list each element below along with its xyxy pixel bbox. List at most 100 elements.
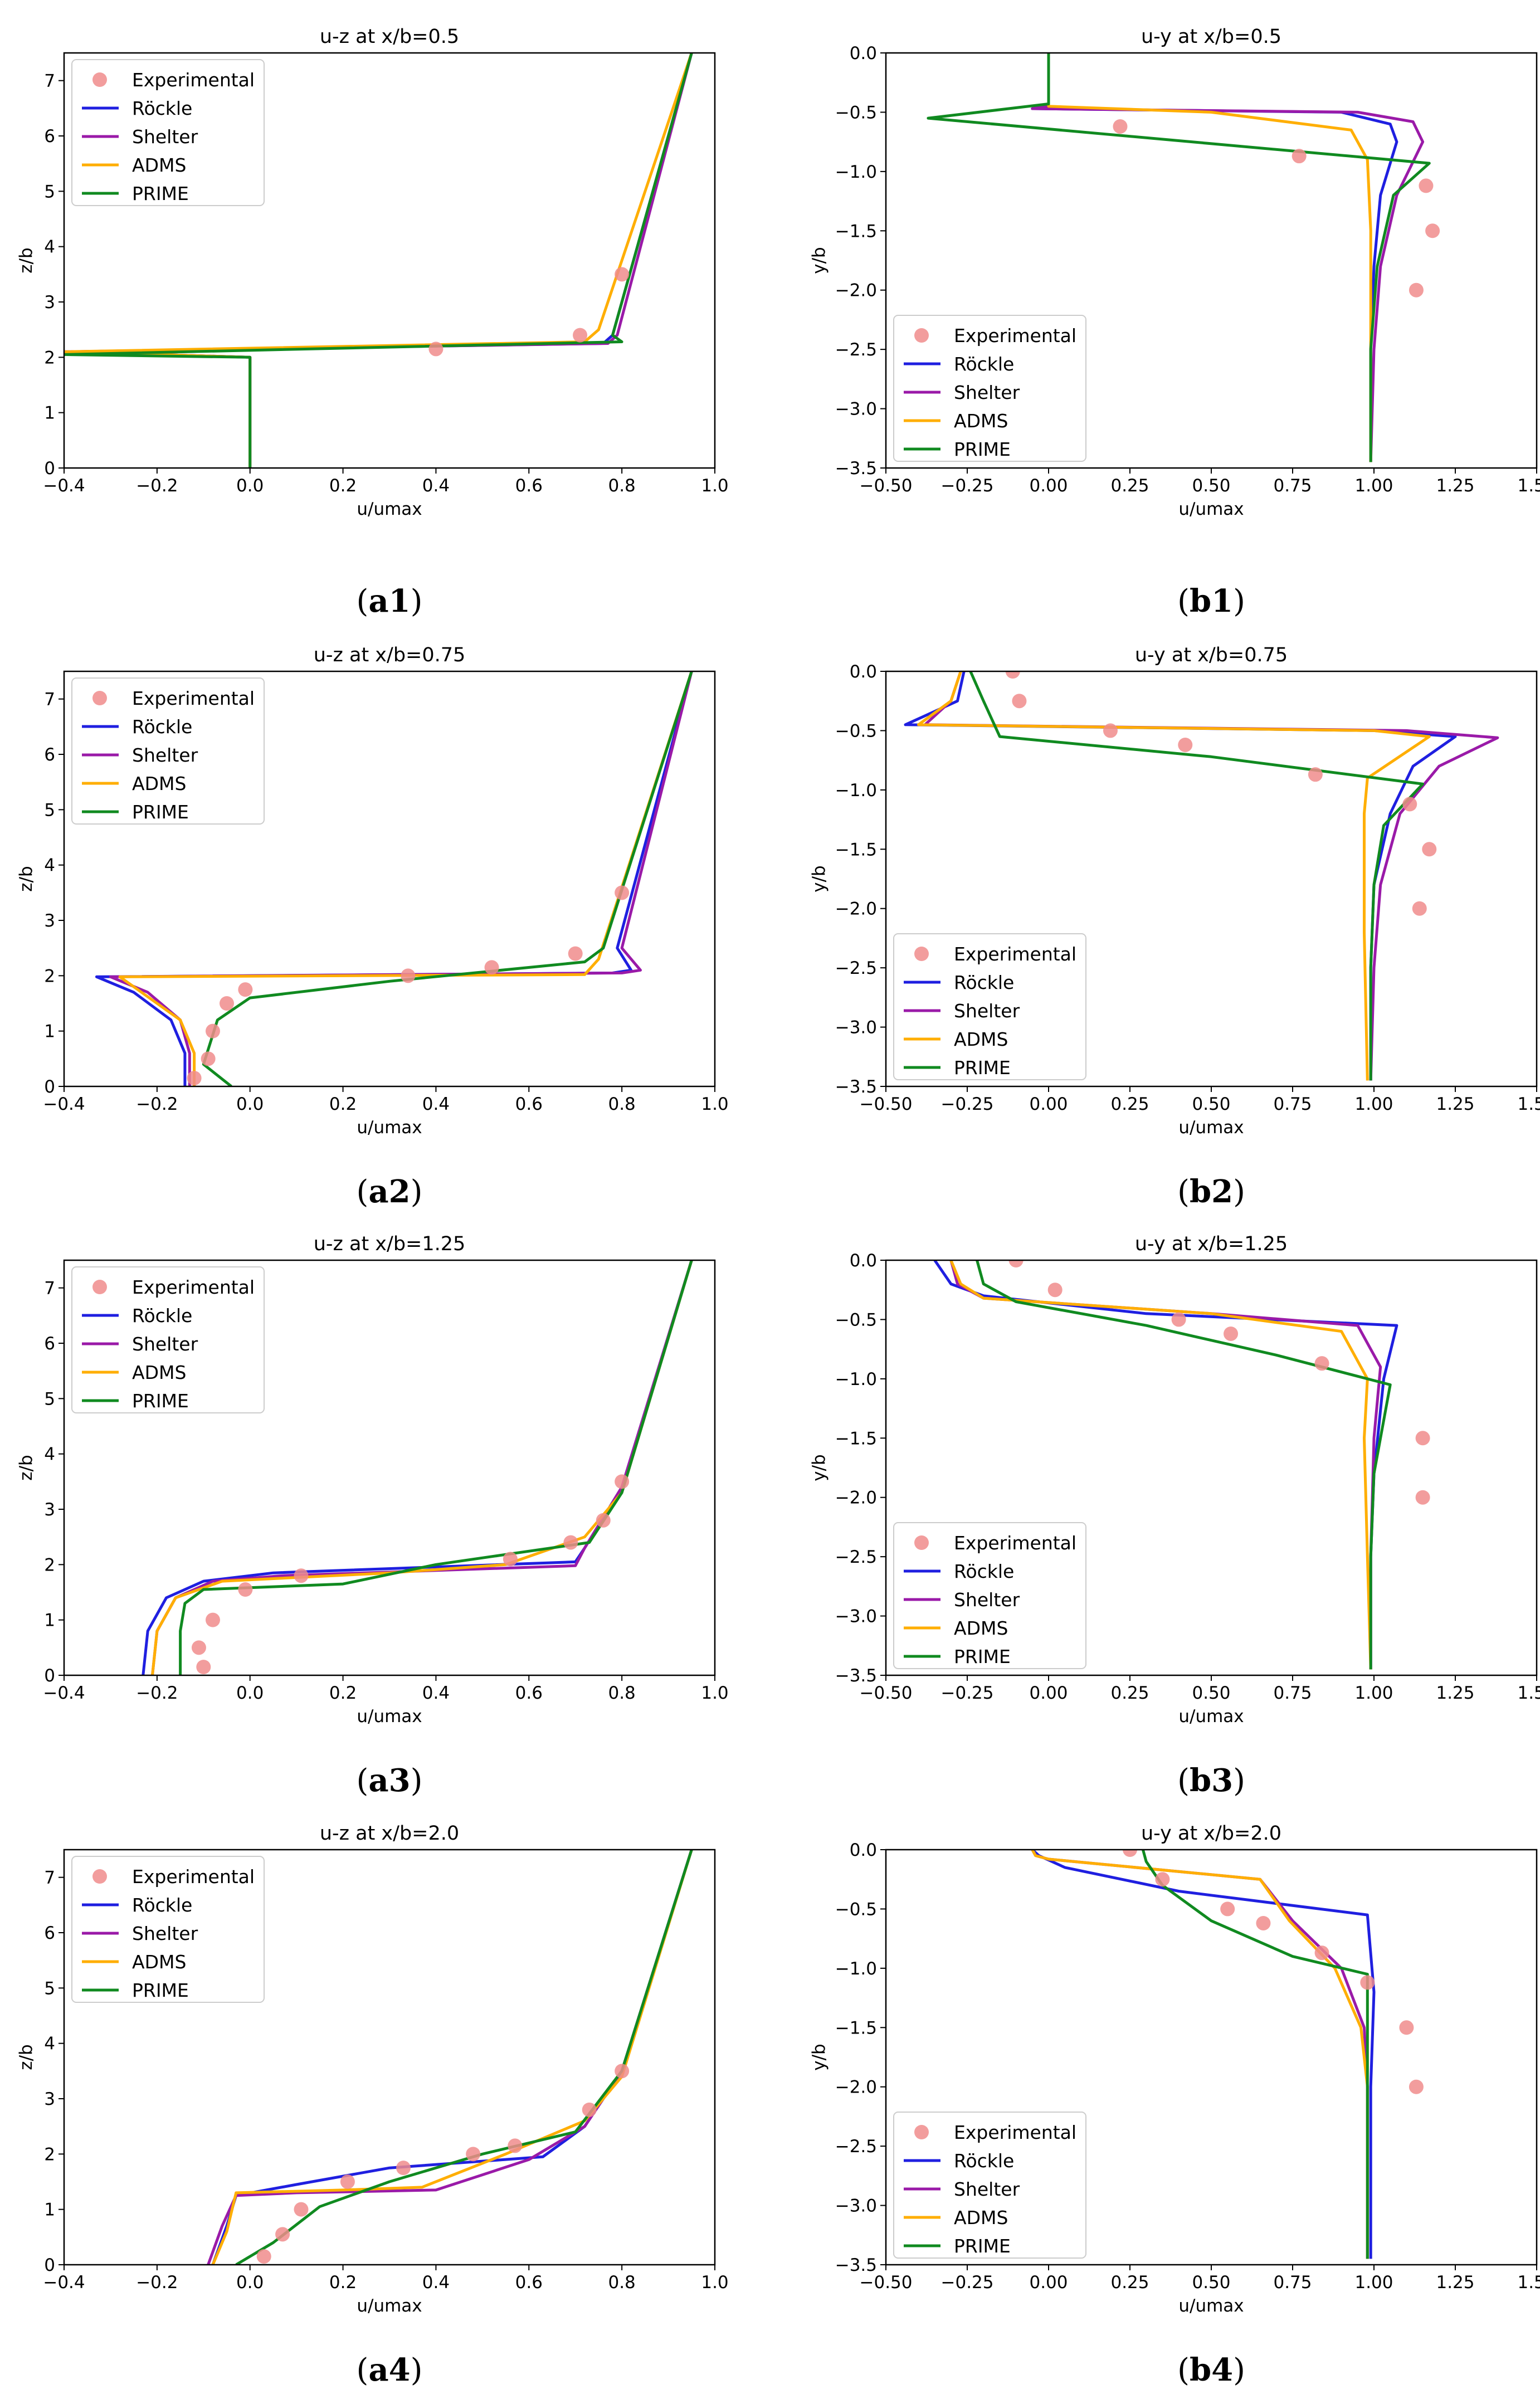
x-tick-label: 1.25 (1436, 2273, 1474, 2293)
experimental-point (1419, 178, 1434, 193)
caption-number: 4 (1211, 2352, 1233, 2388)
x-axis-label: u/umax (357, 1706, 422, 1727)
y-tick-label: 0 (44, 459, 55, 479)
subplot-a3: u-z at x/b=1.25 −0.4 −0.2 0.0 0.2 0.4 0.6 0.8 1.… (16, 1233, 729, 1799)
x-tick-label: 0.00 (1029, 1094, 1068, 1114)
caption-open-paren: ( (1177, 1174, 1190, 1210)
caption-open-paren: ( (357, 1174, 369, 1210)
y-tick-label: 3 (44, 1500, 55, 1520)
caption-number: 2 (389, 1173, 411, 1210)
x-tick-label: 0.50 (1192, 476, 1230, 496)
plot-title: u-y at x/b=0.75 (1135, 644, 1288, 666)
legend-marker-experimental (914, 328, 929, 343)
plot-area (207, 1850, 693, 2265)
legend-box (71, 59, 265, 206)
x-tick-label: −0.2 (136, 476, 178, 496)
caption-open-paren: ( (1177, 1763, 1190, 1799)
caption-number: 3 (389, 1762, 411, 1799)
plot-title: u-z at x/b=0.5 (320, 26, 459, 48)
y-axis-label: y/b (809, 1454, 829, 1481)
y-tick-label: 5 (44, 1389, 55, 1409)
legend-label: PRIME (132, 801, 189, 823)
legend-box (71, 1856, 265, 2003)
y-tick-label: 0.0 (850, 662, 877, 682)
series-line-adms (917, 671, 1431, 1081)
plot-frame (63, 1849, 716, 2266)
y-tick-label: 5 (44, 182, 55, 202)
experimental-point (187, 1071, 202, 1086)
y-tick-label: 2 (44, 2144, 55, 2164)
x-tick-label: 0.6 (515, 1094, 543, 1114)
legend-marker-experimental (92, 691, 107, 705)
caption-number: 1 (389, 583, 411, 620)
series-line-adms (1047, 53, 1372, 462)
y-tick-label: 0 (44, 1077, 55, 1097)
series-line-adms (118, 671, 693, 1086)
legend-marker-experimental (914, 2125, 929, 2139)
x-tick-label: 0.6 (515, 2273, 543, 2293)
caption-number: 1 (1211, 583, 1233, 620)
plot-area (904, 671, 1499, 1081)
x-tick-label: 0.75 (1273, 1683, 1312, 1703)
experimental-point (1425, 223, 1440, 238)
experimental-point (201, 1051, 216, 1066)
plot-frame (885, 1259, 1538, 1676)
series-line-prime (179, 1260, 693, 1675)
x-tick-label: −0.2 (136, 1683, 178, 1703)
x-tick-label: 0.2 (329, 476, 357, 496)
y-tick-label: −1.0 (835, 162, 877, 182)
panel-caption: (a4) (357, 2352, 423, 2388)
legend-marker-experimental (914, 1535, 929, 1550)
legend-label: Experimental (132, 69, 255, 91)
x-tick-label: −0.50 (860, 2273, 913, 2293)
y-tick-label: −2.5 (835, 340, 877, 360)
legend-label: Shelter (132, 1923, 198, 1944)
experimental-point (1409, 2079, 1424, 2094)
series-line-prime (976, 1260, 1392, 1670)
y-tick-label: −0.5 (835, 1310, 877, 1330)
legend-box (71, 677, 265, 825)
y-tick-label: 5 (44, 1978, 55, 1998)
legend-label: ADMS (132, 1362, 186, 1383)
caption-open-paren: ( (1177, 583, 1190, 620)
experimental-point (1123, 1850, 1137, 1857)
experimental-point (503, 1552, 518, 1567)
series-line-adms (949, 1260, 1372, 1670)
x-tick-label: −0.4 (43, 2273, 85, 2293)
panel-caption: (b1) (1177, 583, 1245, 620)
series-line-prime (1141, 1850, 1369, 2259)
legend-label: ADMS (132, 154, 186, 176)
experimental-point (1409, 282, 1424, 298)
legend: Experimental Röckle Shelter ADMS PRIME (71, 1856, 265, 2003)
experimental-point (340, 2174, 355, 2189)
x-tick-label: 1.0 (701, 476, 728, 496)
x-tick-label: −0.25 (941, 476, 994, 496)
experimental-point (396, 2161, 411, 2176)
panel-caption: (a2) (357, 1173, 423, 1210)
y-axis-label: z/b (16, 1455, 36, 1480)
experimental-point (596, 1513, 611, 1528)
series-line-adms (211, 1850, 693, 2265)
caption-open-paren: ( (357, 1763, 369, 1799)
experimental-point (294, 1568, 309, 1583)
y-axis-label: z/b (16, 2044, 36, 2070)
series-line-shelter (207, 1850, 693, 2265)
plot-area (927, 53, 1440, 462)
legend-label: Röckle (954, 1561, 1014, 1582)
x-tick-label: 0.00 (1029, 2273, 1068, 2293)
legend-label: PRIME (132, 1979, 189, 2001)
caption-letter: b (1190, 1762, 1211, 1799)
y-tick-label: −0.5 (835, 721, 877, 741)
plot-frame (885, 1849, 1538, 2266)
x-tick-label: −0.25 (941, 1683, 994, 1703)
plot-frame (885, 670, 1538, 1088)
panel-caption: (b3) (1177, 1762, 1245, 1799)
legend: Experimental Röckle Shelter ADMS PRIME (893, 1522, 1086, 1669)
y-tick-label: 0 (44, 2255, 55, 2275)
y-tick-label: 6 (44, 1923, 55, 1943)
legend-marker-experimental (92, 1869, 107, 1884)
y-tick-label: 4 (44, 1445, 55, 1465)
series-line-rckle (211, 1850, 693, 2265)
x-tick-label: −0.50 (860, 1094, 913, 1114)
